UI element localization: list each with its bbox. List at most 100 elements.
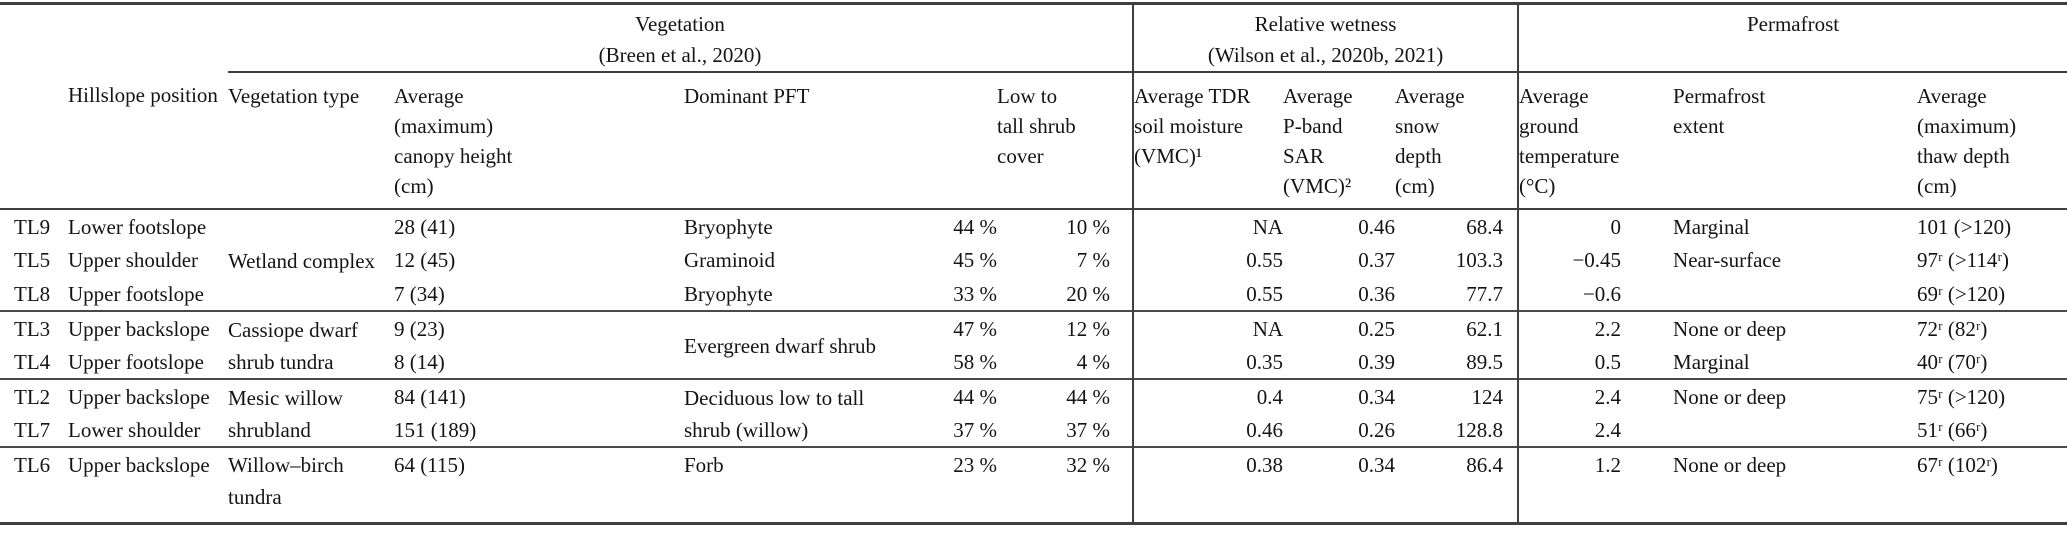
tdr-soil-moisture-cell: NA — [1132, 310, 1284, 345]
snow-depth-cell: 89.5 — [1466, 350, 1504, 374]
pband-sar-cell: 0.34 — [1283, 446, 1396, 523]
pft-percent-cell: 37 % — [953, 418, 997, 442]
shrub-cover-cell: 44 % — [997, 378, 1134, 413]
ground-temperature-cell: 2.4 — [1517, 378, 1644, 413]
pft-percent-cell: 33 % — [953, 282, 997, 306]
col-header-vegetation-type: Vegetation type — [228, 72, 394, 210]
ground-temperature-cell: 2.4 — [1517, 413, 1644, 447]
shrub-cover-cell: 12 % — [997, 310, 1134, 345]
pband-sar-cell: 0.36 — [1358, 282, 1396, 306]
site-id-cell: TL6 — [0, 446, 68, 523]
dominant-pft-cell: Graminoid — [684, 248, 775, 272]
table-row-TL7: TL7 Lower shoulder 151 (189) 37 % 37 % 0.46 0.… — [0, 413, 2067, 447]
corner-spacer — [0, 4, 228, 73]
pband-sar-cell: 0.34 — [1283, 378, 1396, 413]
dominant-pft-cell: Evergreen dwarf shrub — [684, 310, 939, 379]
ground-temperature-cell: 0 — [1517, 209, 1644, 243]
col-header-snow-depth: Average snow depth (cm) — [1395, 72, 1519, 210]
site-id-cell: TL2 — [0, 378, 68, 413]
permafrost-extent-cell: Marginal — [1673, 215, 1750, 239]
shrub-cover-cell: 37 % — [1066, 418, 1111, 442]
group-header-row: Vegetation (Breen et al., 2020) Relative… — [0, 3, 2067, 73]
permafrost-extent-cell — [1643, 413, 1915, 447]
hillslope-position-cell: Lower shoulder — [68, 418, 201, 442]
ground-temperature-cell: 2.2 — [1517, 310, 1644, 345]
table-row-TL5: TL5 Upper shoulder 12 (45) Graminoid 45 % 7 %… — [0, 243, 2067, 277]
table-body: TL9 Lower footslope Wetland complex 28 (41)… — [0, 209, 2067, 523]
shrub-cover-cell: 10 % — [1066, 215, 1111, 239]
dominant-pft-cell: Deciduous low to tall shrub (willow) — [684, 378, 939, 447]
pft-percent-cell: 44 % — [953, 215, 997, 239]
table-row-TL2: TL2 Upper backslope Mesic willow shrubland… — [0, 378, 2067, 447]
tdr-soil-moisture-cell: 0.55 — [1132, 277, 1284, 311]
group-header-permafrost: Permafrost — [1517, 3, 2067, 73]
tdr-soil-moisture-cell: 0.4 — [1132, 378, 1284, 413]
permafrost-extent-cell: None or deep — [1643, 378, 1916, 413]
permafrost-extent-cell — [1643, 277, 1915, 311]
canopy-height-cell: 7 (34) — [394, 282, 445, 306]
table-row-TL9: TL9 Lower footslope Wetland complex 28 (41)… — [0, 209, 2067, 273]
pband-sar-cell: 0.39 — [1358, 350, 1396, 374]
thaw-depth-cell: 75ʳ (>120) — [1915, 378, 2067, 413]
hillslope-position-cell: Upper shoulder — [68, 248, 199, 272]
pft-percent-cell: 23 % — [939, 446, 997, 523]
thaw-depth-cell: 69ʳ (>120) — [1917, 282, 2006, 306]
site-id-cell: TL4 — [14, 350, 51, 374]
table-row-TL6: TL6 Upper backslope Willow–birch tundra 64 … — [0, 446, 2067, 523]
ground-temperature-cell: −0.45 — [1517, 243, 1644, 277]
ground-temperature-cell: 1.2 — [1517, 446, 1644, 523]
permafrost-extent-cell: Near-surface — [1673, 248, 1782, 272]
canopy-height-cell: 8 (14) — [394, 350, 445, 374]
canopy-height-cell: 9 (23) — [394, 310, 684, 345]
ground-temperature-cell: 0.5 — [1517, 345, 1644, 379]
snow-depth-cell: 62.1 — [1395, 310, 1519, 345]
site-characteristics-table: Vegetation (Breen et al., 2020) Relative… — [0, 2, 2067, 525]
col-header-dominant-pft: Dominant PFT — [684, 72, 997, 210]
permafrost-extent-cell: None or deep — [1643, 310, 1916, 345]
col-header-hillslope-position: Hillslope position — [68, 72, 228, 210]
ground-temperature-cell: −0.6 — [1517, 277, 1644, 311]
vegetation-type-cell: Mesic willow shrubland — [228, 378, 394, 447]
snow-depth-cell: 128.8 — [1455, 418, 1504, 442]
canopy-height-cell: 28 (41) — [394, 215, 456, 239]
dominant-pft-cell: Forb — [684, 446, 939, 523]
col-header-thaw-depth: Average (maximum) thaw depth (cm) — [1915, 72, 2067, 210]
pband-sar-cell: 0.25 — [1283, 310, 1396, 345]
hillslope-position-cell: Upper backslope — [68, 446, 228, 523]
shrub-cover-cell: 32 % — [997, 446, 1134, 523]
col-header-tdr-soil-moisture: Average TDR soil moisture (VMC)¹ — [1132, 72, 1284, 210]
snow-depth-cell: 124 — [1395, 378, 1519, 413]
vegetation-type-cell: Wetland complex — [228, 248, 376, 273]
pft-percent-cell: 58 % — [953, 350, 997, 374]
dominant-pft-cell: Bryophyte — [684, 282, 773, 306]
column-header-row: Hillslope position Vegetation type Avera… — [0, 72, 2067, 210]
thaw-depth-cell: 51ʳ (66ʳ) — [1917, 418, 1988, 442]
thaw-depth-cell: 97ʳ (>114ʳ) — [1917, 248, 2009, 272]
vegetation-type-cell: Willow–birch tundra — [228, 446, 394, 523]
hillslope-position-cell: Upper backslope — [68, 378, 228, 413]
thaw-depth-cell: 101 (>120) — [1917, 215, 2012, 239]
table-row-TL3: TL3 Upper backslope Cassiope dwarf shrub t… — [0, 310, 2067, 379]
hillslope-position-cell: Upper footslope — [68, 282, 204, 306]
col-header-permafrost-extent: Permafrost extent — [1643, 72, 1916, 210]
col-header-shrub-cover: Low to tall shrub cover — [997, 72, 1134, 210]
site-id-cell: TL5 — [14, 248, 51, 272]
tdr-soil-moisture-cell: 0.46 — [1132, 413, 1284, 447]
thaw-depth-cell: 72ʳ (82ʳ) — [1915, 310, 2067, 345]
site-id-cell: TL9 — [14, 215, 51, 239]
table-row-TL4: TL4 Upper footslope 8 (14) 58 % 4 % 0.35 0.39 8… — [0, 345, 2067, 379]
group-header-relative-wetness: Relative wetness (Wilson et al., 2020b, … — [1132, 3, 1519, 73]
canopy-height-cell: 151 (189) — [394, 418, 477, 442]
snow-depth-cell: 68.4 — [1466, 215, 1504, 239]
hillslope-position-cell: Upper backslope — [68, 310, 228, 345]
col-header-site — [0, 72, 68, 210]
thaw-depth-cell: 40ʳ (70ʳ) — [1917, 350, 1988, 374]
dominant-pft-cell: Bryophyte — [684, 215, 773, 239]
tdr-soil-moisture-cell: NA — [1132, 209, 1284, 243]
thaw-depth-cell: 67ʳ (102ʳ) — [1915, 446, 2067, 523]
pband-sar-cell: 0.37 — [1358, 248, 1396, 272]
shrub-cover-cell: 4 % — [1076, 350, 1111, 374]
permafrost-extent-cell: None or deep — [1643, 446, 1916, 523]
snow-depth-cell: 103.3 — [1455, 248, 1504, 272]
